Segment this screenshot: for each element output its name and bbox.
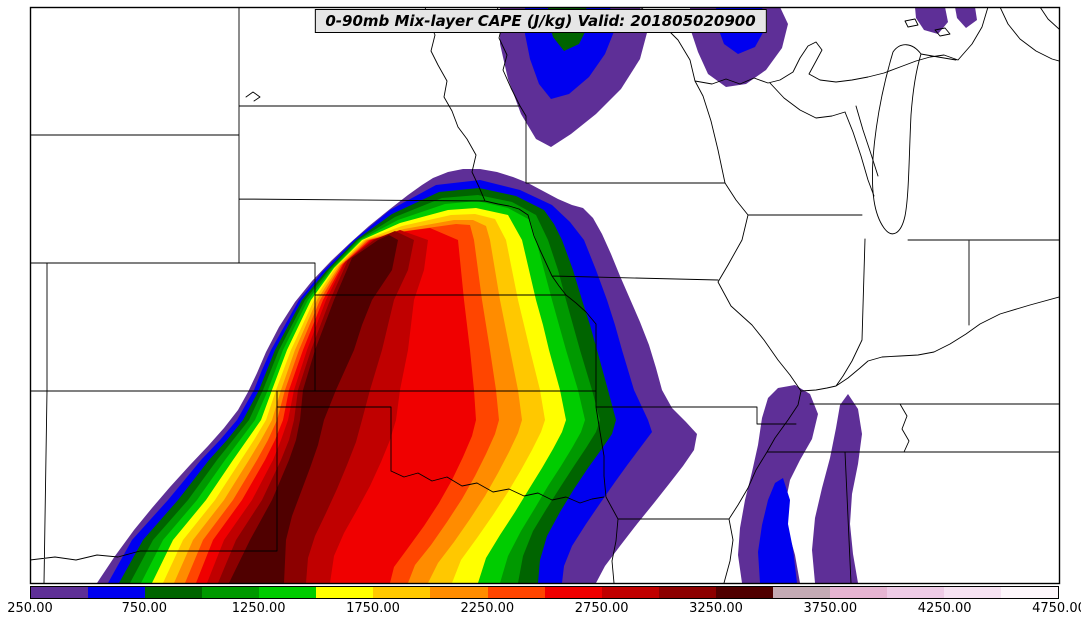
colorbar-tick-label: 2750.00: [574, 601, 629, 616]
state-border-lines: [31, 8, 1059, 583]
colorbar-segment: [715, 587, 773, 598]
colorbar-segment: [658, 587, 716, 598]
colorbar-tick-label: 3250.00: [689, 601, 743, 616]
cape-contour-band-3250: [229, 235, 398, 583]
colorbar-tick-label: 3750.00: [803, 601, 858, 616]
colorbar-segment: [430, 587, 488, 598]
colorbar-segment: [31, 587, 89, 598]
colorbar-segment: [886, 587, 944, 598]
cape-patch-corner-1: [915, 8, 948, 34]
colorbar-tick-label: 4250.00: [917, 601, 972, 616]
colorbar-segment: [772, 587, 830, 598]
colorbar-segment: [259, 587, 317, 598]
colorbar-tick-label: 750.00: [121, 601, 168, 616]
colorbar-segment: [88, 587, 146, 598]
colorbar-tick-label: 250.00: [7, 601, 53, 616]
colorbar-tick-label: 4750.00: [1032, 601, 1081, 616]
colorbar: [30, 586, 1059, 599]
cape-patch-mississippi-east-250: [812, 394, 862, 583]
colorbar-tick-labels: 250.00 750.00 1250.00 1750.00 2250.00 2750.00…: [7, 601, 1081, 621]
colorbar-segment: [373, 587, 431, 598]
great-lakes-shorelines: [640, 8, 1059, 197]
cape-patch-corner-2: [955, 8, 977, 28]
colorbar-segment: [944, 587, 1002, 598]
colorbar-tick-label: 2250.00: [460, 601, 515, 616]
lake-michigan-outline: [871, 44, 922, 235]
colorbar-segment: [1001, 587, 1059, 598]
colorbar-segment: [202, 587, 260, 598]
colorbar-segment: [316, 587, 374, 598]
plot-title: 0-90mb Mix-layer CAPE (J/kg) Valid: 2018…: [314, 9, 767, 33]
cape-patch-mississippi-500: [758, 478, 797, 583]
colorbar-tick-label: 1750.00: [346, 601, 400, 616]
colorbar-segment: [601, 587, 659, 598]
colorbar-segment: [829, 587, 887, 598]
colorbar-segment: [145, 587, 203, 598]
plot-frame: [29, 6, 1061, 585]
colorbar-segment: [487, 587, 545, 598]
colorbar-segment: [544, 587, 602, 598]
colorbar-tick-label: 1250.00: [231, 601, 286, 616]
state-borders: [31, 8, 1059, 583]
